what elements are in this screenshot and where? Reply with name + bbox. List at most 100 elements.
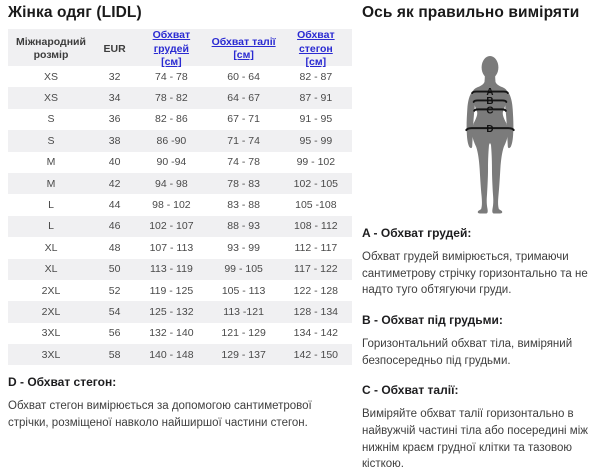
table-cell: L — [48, 199, 54, 212]
table-cell: 129 - 137 — [221, 348, 266, 361]
column-header: Міжнародний розмір — [16, 35, 86, 62]
table-cell: XL — [44, 241, 58, 254]
figure-label-d: D — [486, 124, 493, 135]
column-header-link-unit[interactable]: [см] — [305, 56, 327, 69]
table-cell: 95 - 99 — [299, 134, 333, 147]
note-d-text: Обхват стегон вимірюється за допомогою с… — [8, 400, 312, 430]
table-cell: 140 - 148 — [149, 348, 194, 361]
body-measurement-figure: A B C D — [438, 56, 542, 214]
female-silhouette-icon: A B C D — [465, 56, 515, 214]
table-cell: 122 - 128 — [293, 284, 339, 297]
measure-line-d — [465, 127, 515, 132]
table-row: 2XL 52 119 - 125 105 - 113 122 - 128 — [8, 280, 352, 301]
column-header-link[interactable]: Обхват стегон [см] — [280, 29, 352, 70]
table-cell: XS — [43, 70, 58, 83]
table-cell: 56 — [108, 327, 121, 340]
table-cell: 64 - 67 — [227, 92, 260, 105]
table-cell: 60 - 64 — [227, 70, 260, 83]
note-b-heading: B - Обхват під грудьми: — [362, 313, 503, 328]
table-cell: 108 - 112 — [294, 220, 338, 233]
table-cell: 44 — [108, 199, 121, 212]
table-cell: 132 - 140 — [149, 327, 194, 340]
table-cell: 48 — [108, 241, 121, 254]
table-cell: 71 - 74 — [227, 134, 260, 147]
table-cell: 3XL — [41, 327, 61, 340]
table-cell: 105 -108 — [295, 199, 337, 212]
table-cell: 121 - 129 — [221, 327, 266, 340]
table-body: XS 32 74 - 78 60 - 64 82 - 87 XS 34 78 - 82 64 -… — [8, 66, 352, 366]
table-cell: 99 - 102 — [296, 156, 336, 169]
note-c-heading: C - Обхват талії: — [362, 383, 459, 398]
table-cell: 2XL — [41, 284, 61, 297]
table-row: L 44 98 - 102 83 - 88 105 -108 — [8, 194, 352, 215]
table-cell: 42 — [108, 177, 121, 190]
table-cell: 99 - 105 — [224, 263, 263, 276]
table-cell: 46 — [108, 220, 121, 233]
table-cell: 36 — [108, 113, 121, 126]
figure-label-a: A — [486, 87, 493, 98]
table-cell: 119 - 125 — [149, 284, 194, 297]
table-row: 3XL 56 132 - 140 121 - 129 134 - 142 — [8, 323, 352, 344]
table-row: M 40 90 -94 74 - 78 99 - 102 — [8, 152, 352, 173]
table-cell: 90 -94 — [156, 156, 187, 169]
table-cell: 113 - 119 — [149, 263, 193, 276]
table-row: XS 34 78 - 82 64 - 67 87 - 91 — [8, 87, 352, 109]
table-row: 3XL 58 140 - 148 129 - 137 142 - 150 — [8, 344, 352, 366]
measure-title: Ось як правильно виміряти — [362, 4, 580, 21]
table-cell: XS — [43, 92, 58, 105]
table-cell: 40 — [108, 156, 121, 169]
table-row: XS 32 74 - 78 60 - 64 82 - 87 — [8, 66, 352, 87]
note-b-text: Горизонтальний обхват тіла, виміряний бе… — [362, 338, 573, 367]
size-chart-section: Жінка одяг (LIDL) Міжнародний розмір EUR О… — [8, 4, 353, 432]
table-cell: 58 — [108, 348, 121, 361]
figure-label-c: C — [486, 105, 493, 116]
table-cell: 87 - 91 — [299, 92, 333, 105]
table-cell: 117 - 122 — [294, 263, 338, 276]
how-to-measure-section: Ось як правильно виміряти — [362, 4, 594, 473]
table-cell: 128 - 134 — [293, 305, 339, 318]
column-header-link-label[interactable]: Обхват грудей — [152, 29, 191, 55]
table-cell: 82 - 86 — [155, 113, 188, 126]
table-cell: 134 - 142 — [293, 327, 339, 340]
table-row: XL 50 113 - 119 99 - 105 117 - 122 — [8, 258, 352, 280]
table-row: XL 48 107 - 113 93 - 99 112 - 117 — [8, 237, 352, 258]
column-header: EUR — [103, 42, 126, 55]
column-header-link-label[interactable]: Обхват талії — [211, 35, 276, 48]
column-header-link-unit[interactable]: [см] — [161, 56, 182, 69]
column-header-link[interactable]: Обхват грудей [см] — [135, 29, 207, 70]
table-cell: 78 - 82 — [155, 92, 188, 105]
table-cell: M — [46, 156, 56, 169]
table-cell: S — [47, 134, 55, 147]
note-a-heading: A - Обхват грудей: — [362, 226, 472, 240]
table-cell: 54 — [108, 305, 121, 318]
table-cell: 3XL — [41, 348, 61, 361]
column-header-link-label[interactable]: Обхват стегон — [297, 29, 335, 55]
column-header-link[interactable]: Обхват талії [см] — [208, 36, 280, 63]
note-d-heading: D - Обхват стегон: — [8, 375, 117, 390]
table-cell: M — [46, 177, 56, 190]
table-row: 2XL 54 125 - 132 113 -121 128 - 134 — [8, 301, 352, 323]
table-cell: 93 - 99 — [227, 241, 260, 254]
table-cell: 125 - 132 — [149, 305, 194, 318]
table-cell: 91 - 95 — [299, 113, 333, 126]
table-cell: 50 — [108, 263, 121, 276]
table-cell: 102 - 107 — [149, 220, 194, 233]
table-cell: 52 — [108, 284, 121, 297]
page-title: Жінка одяг (LIDL) — [8, 4, 142, 21]
table-cell: 98 - 102 — [152, 199, 191, 212]
table-cell: 74 - 78 — [227, 156, 260, 169]
table-cell: S — [47, 113, 55, 126]
table-row: S 36 82 - 86 67 - 71 91 - 95 — [8, 109, 352, 130]
table-cell: 142 - 150 — [293, 348, 339, 361]
column-header-link-unit[interactable]: [см] — [233, 49, 254, 62]
table-cell: 2XL — [41, 305, 61, 318]
note-a-text: Обхват грудей вимірюється, тримаючи сант… — [362, 251, 588, 297]
table-cell: 88 - 93 — [227, 220, 260, 233]
note-c-text: Виміряйте обхват талії горизонтально в н… — [362, 408, 588, 471]
table-cell: 86 -90 — [156, 134, 187, 147]
table-cell: 112 - 117 — [294, 241, 338, 254]
table-row: M 42 94 - 98 78 - 83 102 - 105 — [8, 172, 352, 195]
table-header-row: Міжнародний розмір EUR Обхват грудей [см] Об… — [8, 29, 352, 68]
table-cell: 105 - 113 — [221, 284, 266, 297]
table-cell: 113 -121 — [223, 305, 264, 318]
